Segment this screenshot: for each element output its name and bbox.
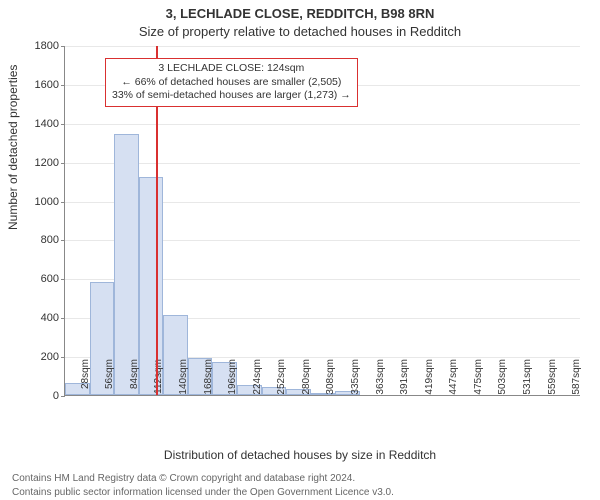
- histogram-bar: [114, 134, 139, 395]
- xtick-label: 503sqm: [497, 359, 508, 399]
- chart-title-line1: 3, LECHLADE CLOSE, REDDITCH, B98 8RN: [0, 6, 600, 21]
- ytick-label: 1800: [35, 40, 59, 52]
- ytick-mark: [61, 396, 65, 397]
- xtick-label: 475sqm: [473, 359, 484, 399]
- ytick-mark: [61, 357, 65, 358]
- gridline: [65, 46, 580, 47]
- footer-line2: Contains public sector information licen…: [12, 487, 394, 498]
- ytick-mark: [61, 124, 65, 125]
- ytick-mark: [61, 46, 65, 47]
- footer-line1: Contains HM Land Registry data © Crown c…: [12, 473, 355, 484]
- ytick-label: 1400: [35, 118, 59, 130]
- y-axis-label: Number of detached properties: [6, 65, 20, 230]
- chart-title-line2: Size of property relative to detached ho…: [0, 24, 600, 39]
- xtick-label: 335sqm: [350, 359, 361, 399]
- annotation-line: ← 66% of detached houses are smaller (2,…: [112, 76, 351, 90]
- ytick-label: 200: [41, 351, 59, 363]
- gridline: [65, 124, 580, 125]
- xtick-label: 531sqm: [522, 359, 533, 399]
- xtick-label: 447sqm: [448, 359, 459, 399]
- ytick-label: 800: [41, 234, 59, 246]
- annotation-line: 3 LECHLADE CLOSE: 124sqm: [112, 62, 351, 76]
- ytick-label: 1000: [35, 196, 59, 208]
- xtick-label: 559sqm: [547, 359, 558, 399]
- annotation-box: 3 LECHLADE CLOSE: 124sqm← 66% of detache…: [105, 58, 358, 107]
- ytick-label: 0: [53, 390, 59, 402]
- ytick-mark: [61, 85, 65, 86]
- xtick-label: 419sqm: [424, 359, 435, 399]
- gridline: [65, 163, 580, 164]
- ytick-mark: [61, 202, 65, 203]
- ytick-mark: [61, 318, 65, 319]
- xtick-label: 363sqm: [375, 359, 386, 399]
- ytick-label: 1200: [35, 157, 59, 169]
- plot-area: 02004006008001000120014001600180028sqm56…: [64, 46, 580, 396]
- xtick-label: 391sqm: [399, 359, 410, 399]
- ytick-label: 1600: [35, 79, 59, 91]
- annotation-line: 33% of semi-detached houses are larger (…: [112, 89, 351, 103]
- ytick-label: 400: [41, 312, 59, 324]
- ytick-mark: [61, 163, 65, 164]
- ytick-mark: [61, 279, 65, 280]
- xtick-label: 587sqm: [571, 359, 582, 399]
- ytick-mark: [61, 240, 65, 241]
- x-axis-label: Distribution of detached houses by size …: [0, 448, 600, 462]
- ytick-label: 600: [41, 273, 59, 285]
